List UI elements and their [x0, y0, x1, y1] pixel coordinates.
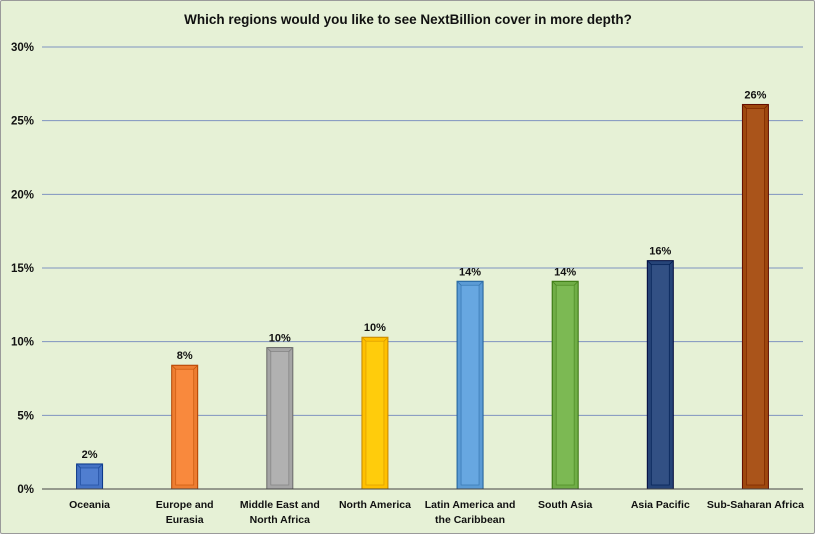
bar-bevel	[573, 280, 579, 286]
x-category-label: Eurasia	[166, 514, 204, 526]
y-tick-label: 20%	[11, 189, 34, 201]
bar-bevel	[288, 347, 294, 352]
bar-face	[650, 264, 670, 486]
bar-face	[365, 340, 385, 486]
bar-face	[270, 351, 290, 486]
x-category-label: Middle East and	[240, 499, 320, 511]
bar	[456, 280, 484, 490]
bar-bevel	[266, 347, 272, 352]
bar	[266, 347, 294, 490]
bar-bevel	[647, 260, 652, 265]
y-tick-label: 10%	[11, 337, 34, 349]
bar-bevel	[76, 463, 81, 469]
x-category-label: the Caribbean	[435, 514, 505, 526]
bar-bevel	[171, 364, 176, 370]
bar	[361, 336, 389, 490]
bar-face	[460, 284, 480, 486]
data-label: 14%	[459, 266, 481, 278]
chart-title: Which regions would you like to see Next…	[184, 12, 632, 27]
bar-face	[555, 284, 575, 486]
x-category-label: Latin America and	[425, 499, 516, 511]
data-label: 16%	[649, 246, 671, 258]
data-label: 26%	[744, 89, 766, 101]
data-label: 10%	[269, 333, 291, 345]
bars	[76, 103, 769, 490]
x-category-label: Europe and	[156, 499, 214, 511]
bar	[171, 364, 199, 490]
bar-face	[80, 467, 99, 486]
x-category-label: Oceania	[69, 499, 110, 511]
data-label: 10%	[364, 322, 386, 334]
x-category-label: North America	[339, 499, 411, 511]
bar-bevel	[764, 104, 769, 109]
bar-face	[746, 108, 765, 486]
x-axis-categories: Oceania Europe and Eurasia Middle East and N…	[69, 499, 804, 526]
x-category-label: Asia Pacific	[631, 499, 690, 511]
bar-bevel	[383, 336, 389, 342]
bar-bevel	[361, 336, 367, 342]
y-tick-label: 5%	[17, 410, 34, 422]
bar-bevel	[456, 280, 462, 286]
y-tick-label: 15%	[11, 263, 34, 275]
bar-face	[175, 368, 195, 486]
data-label: 14%	[554, 266, 576, 278]
bar-bevel	[669, 260, 674, 265]
bar	[646, 260, 674, 490]
gridlines	[42, 46, 803, 490]
x-category-label: Sub-Saharan Africa	[707, 499, 804, 511]
bar-bevel	[98, 463, 103, 469]
data-labels: 2% 8% 10% 10% 14% 14% 16% 26%	[82, 89, 767, 460]
x-category-label: South Asia	[538, 499, 593, 511]
bar	[741, 103, 769, 490]
data-label: 2%	[82, 449, 98, 461]
bar	[76, 463, 104, 490]
y-tick-label: 0%	[17, 484, 34, 496]
x-category-label: North Africa	[250, 514, 310, 526]
bar-bevel	[478, 280, 484, 286]
bar-bevel	[193, 364, 198, 370]
y-tick-label: 30%	[11, 42, 34, 54]
bar-bevel	[551, 280, 557, 286]
y-axis-ticks: 0% 5% 10% 15% 20% 25% 30%	[11, 42, 34, 496]
bar	[551, 280, 579, 490]
bar-bevel	[742, 104, 747, 109]
data-label: 8%	[177, 350, 193, 362]
y-tick-label: 25%	[11, 116, 34, 128]
